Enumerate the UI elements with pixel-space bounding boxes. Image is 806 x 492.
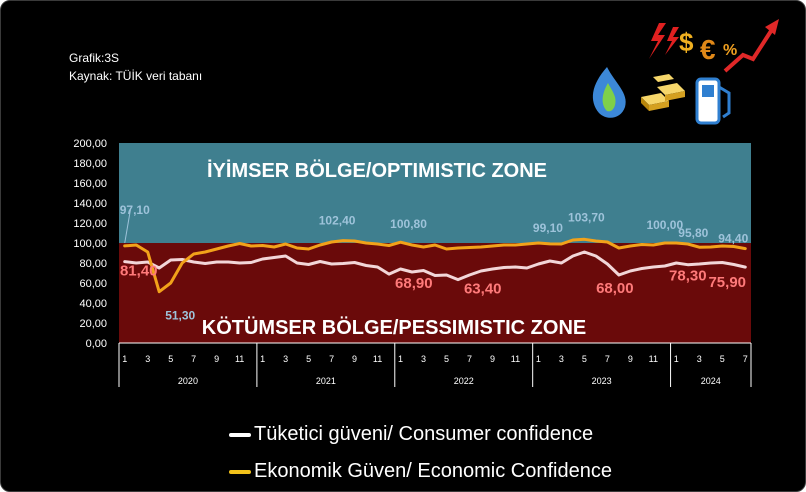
- consumer-confidence-line: [123, 250, 747, 282]
- x-tick-label: 7: [743, 354, 748, 364]
- pessimistic-zone-label: KÖTÜMSER BÖLGE/PESSIMISTIC ZONE: [202, 316, 586, 339]
- economic-data-label: 97,10: [120, 203, 150, 217]
- x-tick-label: 9: [352, 354, 357, 364]
- x-tick-label: 1: [122, 354, 127, 364]
- x-tick-label: 1: [536, 354, 541, 364]
- legend-item-consumer: Tüketici güveni/ Consumer confidence: [229, 423, 593, 446]
- economic-data-label: 100,00: [646, 218, 683, 232]
- x-tick-label: 3: [421, 354, 426, 364]
- consumer-data-label: 68,00: [596, 280, 634, 297]
- x-tick-label: 3: [145, 354, 150, 364]
- legend-swatch-consumer: [229, 432, 251, 437]
- label-leader-line: [124, 207, 132, 243]
- year-label: 2021: [316, 376, 336, 386]
- data-source: Kaynak: TÜİK veri tabanı: [69, 69, 203, 83]
- x-tick-label: 9: [628, 354, 633, 364]
- dollar-icon: $: [679, 27, 694, 57]
- x-tick-label: 5: [168, 354, 173, 364]
- x-tick-label: 3: [697, 354, 702, 364]
- y-tick-label: 0,00: [86, 338, 107, 350]
- year-label: 2023: [592, 376, 612, 386]
- x-tick-label: 5: [582, 354, 587, 364]
- economic-data-label: 103,70: [568, 210, 605, 224]
- series-lines: [123, 237, 747, 294]
- year-label: 2024: [701, 376, 721, 386]
- legend-label-economic: Ekonomik Güven/ Economic Confidence: [254, 460, 612, 482]
- y-tick-label: 160,00: [73, 178, 107, 190]
- y-tick-label: 120,00: [73, 218, 107, 230]
- gold-bars-icon: [641, 74, 685, 111]
- consumer-data-label: 63,40: [464, 281, 502, 298]
- lightning-icon: [649, 23, 679, 59]
- x-tick-label: 11: [649, 354, 658, 364]
- economic-data-label: 94,40: [718, 232, 748, 246]
- y-axis: 0,00 20,00 40,00 60,00 80,00 100,00 120,00 140,…: [73, 138, 107, 350]
- economic-confidence-line: [123, 237, 747, 294]
- x-tick-label: 5: [444, 354, 449, 364]
- svg-text:€: €: [700, 34, 716, 65]
- graph-number: Grafik:3S: [69, 51, 120, 65]
- x-tick-label: 11: [235, 354, 244, 364]
- trend-up-arrow-icon: [723, 19, 779, 73]
- optimistic-zone-label: İYİMSER BÖLGE/OPTIMISTIC ZONE: [207, 159, 547, 182]
- pessimistic-zone-band: [119, 243, 751, 343]
- economic-data-label: 102,40: [319, 214, 356, 228]
- y-tick-label: 20,00: [79, 318, 107, 330]
- economic-data-label: 51,30: [165, 309, 195, 323]
- consumer-data-label: 75,90: [708, 274, 746, 291]
- y-tick-label: 80,00: [79, 258, 107, 270]
- x-tick-label: 7: [329, 354, 334, 364]
- svg-text:$: $: [679, 27, 694, 57]
- x-tick-label: 11: [373, 354, 382, 364]
- gas-flame-icon: [592, 67, 626, 118]
- optimistic-zone-band: [119, 143, 751, 243]
- x-tick-label: 5: [306, 354, 311, 364]
- year-label: 2020: [178, 376, 198, 386]
- x-tick-label: 1: [674, 354, 679, 364]
- y-tick-label: 200,00: [73, 138, 107, 150]
- x-tick-label: 1: [260, 354, 265, 364]
- economic-data-label: 95,80: [678, 226, 708, 240]
- economic-data-label: 100,80: [390, 217, 427, 231]
- x-tick-label: 9: [490, 354, 495, 364]
- x-tick-label: 7: [467, 354, 472, 364]
- y-tick-label: 60,00: [79, 278, 107, 290]
- svg-text:%: %: [723, 42, 737, 59]
- x-tick-label: 5: [720, 354, 725, 364]
- y-tick-label: 40,00: [79, 298, 107, 310]
- x-tick-label: 3: [559, 354, 564, 364]
- y-tick-label: 100,00: [73, 238, 107, 250]
- legend-swatch-economic: [229, 469, 251, 474]
- data-labels: 81,40 68,90 63,40 68,00 78,30 75,90 97,10 51,30…: [120, 203, 749, 323]
- legend-item-economic: Ekonomik Güven/ Economic Confidence: [229, 460, 612, 483]
- year-label: 2022: [454, 376, 474, 386]
- legend-label-consumer: Tüketici güveni/ Consumer confidence: [254, 423, 594, 445]
- x-tick-label: 3: [283, 354, 288, 364]
- percent-icon: %: [723, 42, 737, 59]
- x-tick-label: 7: [605, 354, 610, 364]
- y-tick-label: 180,00: [73, 158, 107, 170]
- x-tick-label: 9: [214, 354, 219, 364]
- x-tick-label: 7: [191, 354, 196, 364]
- x-tick-label: 1: [398, 354, 403, 364]
- y-tick-label: 140,00: [73, 198, 107, 210]
- euro-icon: €: [700, 34, 716, 65]
- fuel-pump-icon: [695, 77, 731, 125]
- consumer-data-label: 68,90: [395, 275, 433, 292]
- economic-data-label: 99,10: [533, 221, 563, 235]
- consumer-data-label: 78,30: [669, 268, 707, 285]
- x-tick-label: 11: [511, 354, 520, 364]
- consumer-data-label: 81,40: [120, 263, 158, 280]
